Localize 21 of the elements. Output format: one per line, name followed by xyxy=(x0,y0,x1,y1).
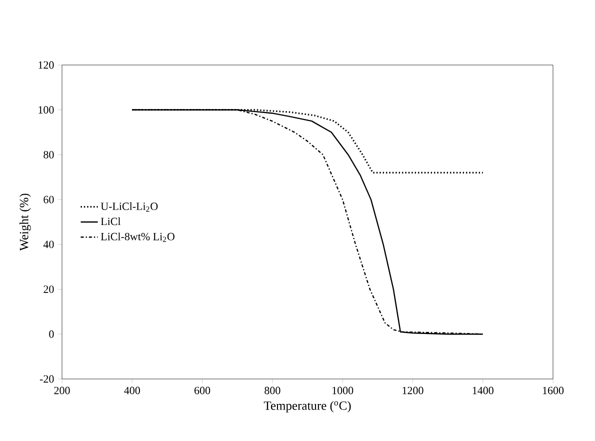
y-tick-label: 20 xyxy=(44,286,54,293)
y-tick-label: 40 xyxy=(43,240,54,248)
x-axis-title: Temperature ($^{o}$C) xyxy=(264,401,351,412)
x-tick-label: 1200 xyxy=(402,386,424,394)
y-tick-label: -20 xyxy=(40,375,54,383)
y-tick-label: 120 xyxy=(38,61,54,69)
y-tick-label: 60 xyxy=(44,196,54,204)
x-tick-label: 200 xyxy=(54,386,70,394)
legend-label: U-LiCl-Li$_{2}$O xyxy=(100,202,158,212)
y-tick-label: 100 xyxy=(38,106,54,114)
x-tick-label: 1000 xyxy=(332,386,354,394)
x-tick-label: 600 xyxy=(194,386,210,394)
y-axis-title: Weight (%) xyxy=(19,194,31,251)
x-tick-label: 1600 xyxy=(542,386,564,394)
y-tick-label: 80 xyxy=(44,151,54,158)
legend-label: LiCl xyxy=(100,217,121,226)
x-tick-label: 1400 xyxy=(472,386,494,394)
y-tick-label: 0 xyxy=(49,330,54,338)
legend-label: LiCl-8wt% Li$_{2}$O xyxy=(100,232,174,242)
x-tick-label: 800 xyxy=(264,386,280,394)
x-tick-label: 400 xyxy=(124,386,140,394)
